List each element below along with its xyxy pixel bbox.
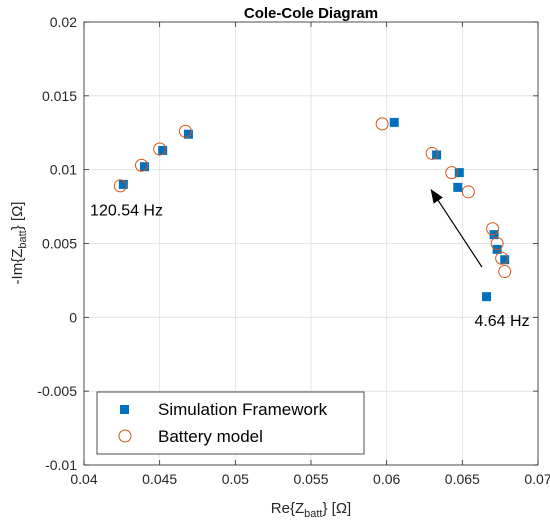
legend-marker-battery [118,429,132,443]
y-tick-label: -0.005 [37,383,77,399]
arrow-head [430,188,443,204]
x-axis: 0.04 0.045 0.05 0.055 0.06 0.065 0.07 [70,22,550,487]
x-tick-label: 0.05 [222,471,249,487]
data-point-battery-model [486,222,500,236]
y-tick-label: -0.01 [45,457,77,473]
arrow-shaft [437,200,483,268]
data-point-battery-model [498,265,512,279]
data-point-battery-model [425,146,439,160]
y-axis-title-sub: batt [17,230,29,248]
legend-label-battery: Battery model [158,427,263,446]
y-axis-title-prefix: -Im{Z [9,249,26,285]
annotation-high-frequency: 120.54 Hz [90,202,163,219]
data-point-simulation [482,292,492,302]
y-tick-label: 0.02 [50,14,77,30]
data-point-simulation [389,117,399,127]
data-point-battery-model [153,142,167,156]
y-tick-label: 0 [69,309,77,325]
data-markers [113,117,512,302]
data-point-battery-model [461,185,475,199]
chart-title: Cole-Cole Diagram [244,5,378,22]
y-axis: -0.01 -0.005 0 0.005 0.01 0.015 0.02 [37,14,538,473]
data-point-simulation [454,168,464,178]
data-point-simulation [500,255,510,265]
y-tick-label: 0.005 [42,236,77,252]
x-axis-title-suffix: } [Ω] [322,500,351,517]
data-point-simulation [183,129,193,139]
legend-marker-simulation [120,405,129,414]
x-tick-label: 0.045 [142,471,177,487]
x-tick-label: 0.04 [70,471,97,487]
frequency-arrow [430,188,483,268]
legend-box [96,391,365,455]
legend: Simulation Framework Battery model [96,391,365,455]
data-point-battery-model [490,237,504,250]
x-tick-label: 0.06 [373,471,400,487]
annotation-low-frequency: 4.64 Hz [474,313,529,330]
y-tick-label: 0.015 [42,88,77,104]
data-point-simulation [118,179,128,189]
y-axis-title: -Im{Zbatt} [Ω] [9,202,29,285]
x-axis-title-sub: batt [304,508,322,520]
data-point-simulation [158,145,168,155]
legend-label-simulation: Simulation Framework [158,400,328,419]
data-point-battery-model [445,166,459,180]
y-tick-label: 0.01 [50,162,77,178]
data-point-simulation [432,150,442,160]
data-point-battery-model [135,158,149,172]
data-point-simulation [140,162,150,172]
data-point-simulation [453,182,463,192]
data-point-battery-model [178,124,192,138]
x-tick-label: 0.065 [445,471,480,487]
x-tick-label: 0.055 [293,471,328,487]
data-point-battery-model [495,251,509,265]
data-point-battery-model [375,117,389,131]
data-point-battery-model [113,179,127,193]
x-tick-label: 0.07 [524,471,550,487]
y-axis-title-suffix: } [Ω] [9,202,26,231]
x-axis-title-prefix: Re{Z [271,500,304,517]
x-axis-title: Re{Zbatt} [Ω] [271,500,351,520]
